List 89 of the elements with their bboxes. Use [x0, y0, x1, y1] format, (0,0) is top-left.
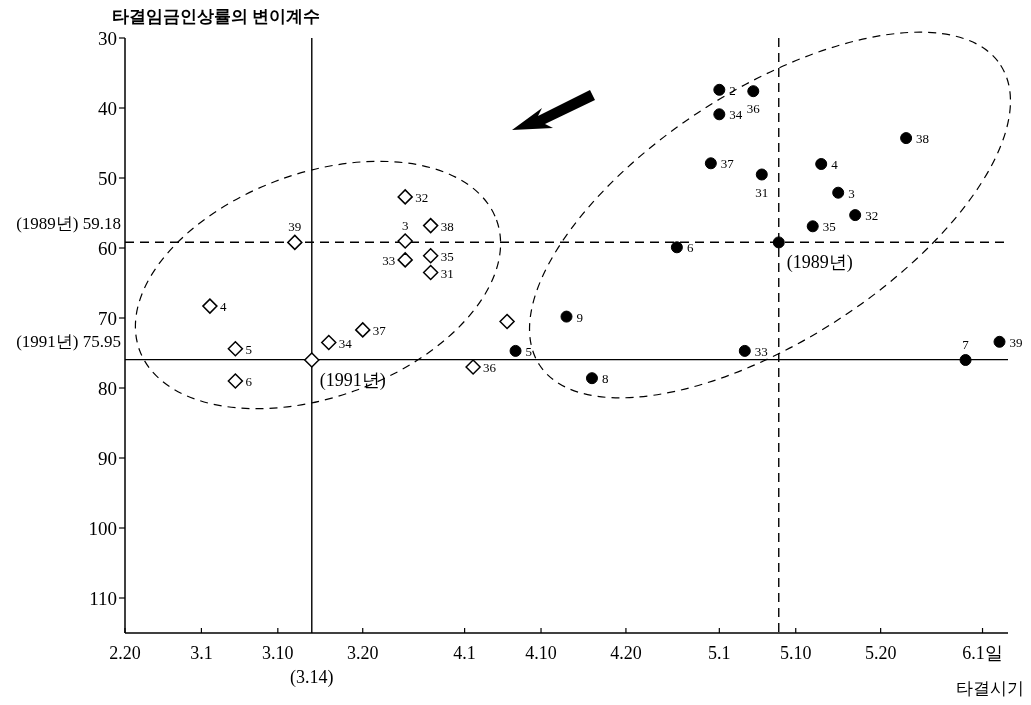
y-axis-title: 타결임금인상률의 변이계수 [112, 7, 321, 26]
point [422, 217, 439, 234]
point [560, 310, 573, 323]
annotation: 34 [338, 335, 353, 351]
point [422, 247, 439, 264]
point [585, 372, 598, 385]
annotation: 9 [576, 309, 583, 325]
point [499, 313, 515, 330]
x-tick-label: 2.20 [109, 643, 141, 663]
annotation: 33 [382, 252, 396, 268]
y-tick-label: 80 [98, 378, 117, 399]
annotation: 32 [865, 208, 879, 224]
x-tick-label: 3.1 [190, 643, 213, 663]
point [354, 322, 371, 338]
ref-line-label: (3.14) [290, 667, 334, 688]
x-tick-label: 3.20 [346, 643, 379, 663]
annotation: 8 [601, 371, 609, 387]
y-tick-label: 100 [88, 518, 117, 539]
annotation: 4 [831, 157, 839, 172]
annotation: 37 [720, 156, 735, 172]
annotation: (1991년) [319, 370, 386, 391]
y-tick-label: 60 [98, 238, 117, 259]
point [227, 341, 244, 357]
point [806, 220, 819, 233]
point [202, 298, 218, 314]
x-tick-label: 4.20 [610, 643, 642, 663]
annotation: 32 [415, 189, 429, 205]
annotation: 33 [754, 343, 768, 359]
point [321, 334, 337, 351]
point [713, 108, 726, 121]
annotation: 5 [245, 341, 252, 357]
annotation: 38 [440, 218, 454, 234]
annotation: 36 [483, 360, 497, 375]
point [287, 234, 303, 251]
point [755, 168, 768, 181]
annotation: 3 [848, 185, 855, 201]
y-tick-label: 110 [89, 588, 117, 609]
annotation: 35 [822, 219, 836, 235]
point [832, 186, 845, 199]
point [772, 236, 785, 249]
point [959, 354, 972, 366]
x-tick-label: 4.1 [453, 643, 476, 663]
annotation: 6 [686, 240, 694, 256]
point [465, 359, 481, 375]
annotation: 7 [962, 337, 970, 352]
point [704, 157, 717, 170]
x-tick-label: 3.10 [262, 643, 294, 663]
x-tick-label: 5.10 [779, 643, 812, 663]
annotation: 38 [916, 131, 930, 147]
annotation: 39 [288, 219, 302, 235]
y-tick-label: 40 [98, 98, 117, 119]
x-tick-label: 5.1 [708, 643, 731, 663]
annotation: 39 [1009, 334, 1023, 350]
annotation: 34 [729, 107, 743, 123]
y-tick-label: 90 [98, 448, 117, 469]
annotation: 31 [755, 184, 769, 200]
point [509, 344, 522, 357]
point [304, 352, 320, 368]
ref-line-label: (1989년) 59.18 [16, 214, 121, 234]
annotation: 3 [401, 218, 409, 233]
point [747, 85, 760, 98]
point [738, 344, 751, 357]
point [713, 83, 726, 96]
point [422, 264, 439, 281]
point [815, 158, 828, 170]
point [993, 335, 1006, 348]
y-tick-label: 30 [98, 28, 117, 49]
ref-line-label: (1991년) 75.95 [16, 331, 121, 351]
annotation: 37 [372, 322, 387, 338]
point [900, 132, 913, 145]
x-tick-label: 6.1일 [962, 643, 1003, 663]
y-tick-label: 70 [98, 308, 117, 329]
annotation: 31 [440, 265, 454, 281]
x-axis-title: 타결시기 [956, 679, 1024, 698]
annotation: 6 [245, 374, 253, 389]
point [397, 189, 413, 205]
y-tick-label: 50 [98, 168, 117, 189]
annotation: 35 [440, 248, 454, 264]
point [397, 252, 413, 268]
annotation: (1989년) [786, 252, 853, 274]
point [670, 241, 683, 254]
point [849, 209, 862, 222]
point [227, 373, 244, 389]
annotation: 36 [746, 101, 761, 117]
point [397, 233, 413, 249]
x-tick-label: 4.10 [525, 643, 557, 663]
annotation: 4 [219, 299, 227, 315]
x-tick-label: 5.20 [864, 643, 897, 663]
annotation: 5 [525, 343, 533, 359]
